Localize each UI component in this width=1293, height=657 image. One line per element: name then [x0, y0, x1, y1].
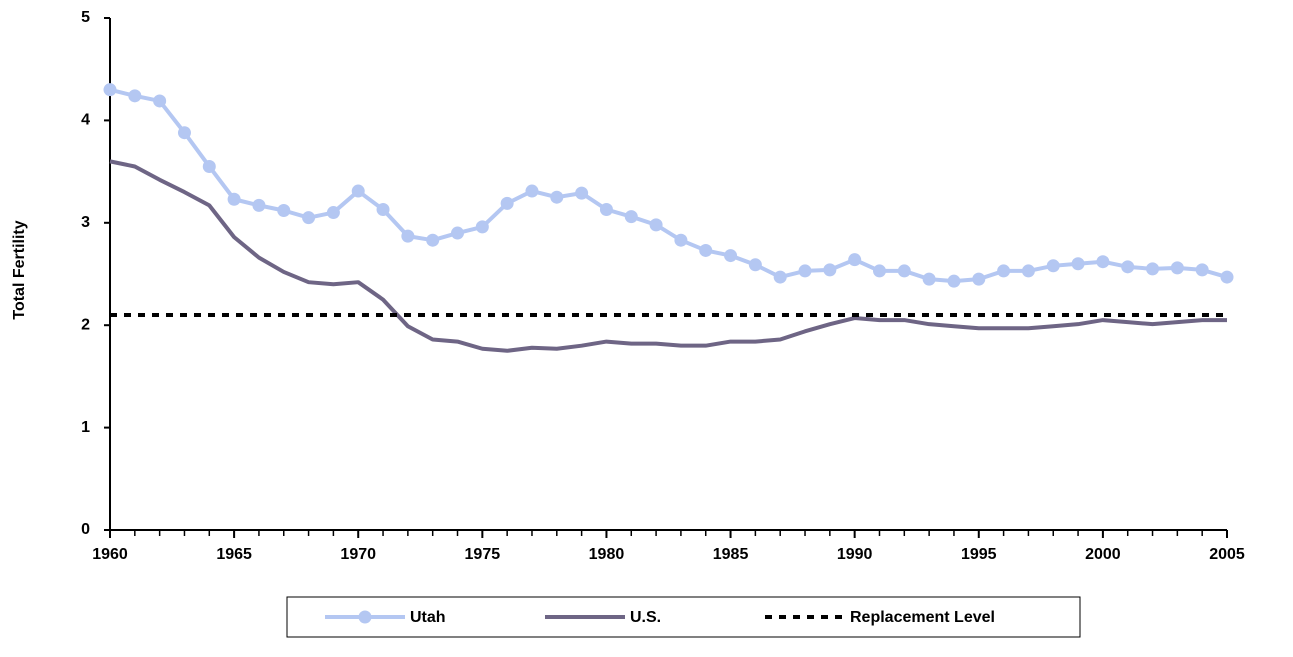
- legend-marker: [358, 610, 372, 624]
- x-tick-label: 1990: [837, 546, 873, 563]
- series-marker: [1071, 257, 1085, 271]
- x-tick-label: 2005: [1209, 546, 1245, 563]
- series-marker: [451, 226, 465, 240]
- series-marker: [351, 184, 365, 198]
- series-marker: [972, 272, 986, 286]
- series-marker: [1220, 270, 1234, 284]
- series-marker: [177, 126, 191, 140]
- legend-label: Replacement Level: [850, 609, 995, 626]
- x-tick-label: 1985: [713, 546, 749, 563]
- series-marker: [326, 206, 340, 220]
- series-marker: [897, 264, 911, 278]
- series-line: [109, 159, 1227, 353]
- series-marker: [1096, 255, 1110, 269]
- x-tick-label: 1995: [961, 546, 997, 563]
- series-marker: [302, 211, 316, 225]
- x-tick-label: 1970: [340, 546, 376, 563]
- y-tick-label: 4: [81, 112, 90, 129]
- x-tick-label: 1965: [216, 546, 252, 563]
- series-line: [109, 87, 1228, 284]
- series-marker: [823, 263, 837, 277]
- series-marker: [997, 264, 1011, 278]
- series-marker: [624, 210, 638, 224]
- legend-box: [286, 596, 1081, 638]
- series-marker: [599, 202, 613, 216]
- series-marker: [724, 249, 738, 263]
- series-marker: [525, 184, 539, 198]
- series-marker: [649, 218, 663, 232]
- series-marker: [674, 233, 688, 247]
- series-marker: [550, 190, 564, 204]
- series-marker: [773, 270, 787, 284]
- series-marker: [947, 274, 961, 288]
- series-marker: [475, 220, 489, 234]
- series-marker: [1046, 259, 1060, 273]
- series-marker: [202, 159, 216, 173]
- series-marker: [1195, 263, 1209, 277]
- series-marker: [103, 83, 117, 97]
- y-tick-label: 5: [81, 9, 90, 26]
- series-marker: [426, 233, 440, 247]
- legend-label: Utah: [410, 609, 446, 626]
- series-marker: [277, 204, 291, 218]
- x-tick-label: 1960: [92, 546, 128, 563]
- series-marker: [1170, 261, 1184, 275]
- series-marker: [227, 192, 241, 206]
- legend-label: U.S.: [630, 609, 661, 626]
- x-tick-label: 1980: [589, 546, 625, 563]
- series-marker: [1146, 262, 1160, 276]
- x-tick-label: 1975: [465, 546, 501, 563]
- series-marker: [798, 264, 812, 278]
- y-tick-label: 3: [81, 214, 90, 231]
- series-marker: [748, 258, 762, 272]
- x-tick-label: 2000: [1085, 546, 1121, 563]
- series-marker: [1121, 260, 1135, 274]
- series-marker: [872, 264, 886, 278]
- y-axis-label: Total Fertility: [11, 220, 28, 319]
- series-marker: [575, 186, 589, 200]
- series-marker: [848, 253, 862, 267]
- series-marker: [252, 198, 266, 212]
- series-marker: [500, 196, 514, 210]
- y-tick-label: 2: [81, 316, 90, 333]
- series-marker: [128, 89, 142, 103]
- series-marker: [922, 272, 936, 286]
- series-marker: [376, 202, 390, 216]
- series-marker: [153, 94, 167, 108]
- y-tick-label: 1: [81, 419, 90, 436]
- y-tick-label: 0: [81, 521, 90, 538]
- series-marker: [699, 243, 713, 257]
- series-marker: [1021, 264, 1035, 278]
- series-marker: [401, 229, 415, 243]
